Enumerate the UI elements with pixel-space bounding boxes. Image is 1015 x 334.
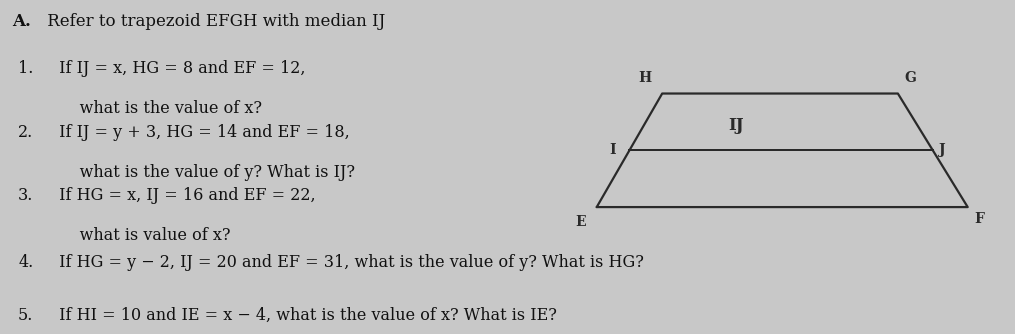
Text: If IJ = y + 3, HG = 14 and EF = 18,: If IJ = y + 3, HG = 14 and EF = 18, (55, 124, 350, 141)
Text: what is the value of y? What is IJ?: what is the value of y? What is IJ? (55, 164, 355, 181)
Text: 1.: 1. (18, 60, 33, 77)
Text: what is the value of x?: what is the value of x? (55, 100, 262, 117)
Text: J: J (939, 143, 946, 157)
Text: 5.: 5. (18, 307, 33, 324)
Text: E: E (576, 215, 586, 229)
Text: I: I (610, 143, 616, 157)
Text: Refer to trapezoid EFGH with median IJ: Refer to trapezoid EFGH with median IJ (43, 13, 386, 30)
Text: F: F (974, 212, 985, 226)
Text: If HG = x, IJ = 16 and EF = 22,: If HG = x, IJ = 16 and EF = 22, (55, 187, 316, 204)
Text: If IJ = x, HG = 8 and EF = 12,: If IJ = x, HG = 8 and EF = 12, (55, 60, 306, 77)
Text: If HG = y − 2, IJ = 20 and EF = 31, what is the value of y? What is HG?: If HG = y − 2, IJ = 20 and EF = 31, what… (55, 254, 645, 271)
Text: 3.: 3. (18, 187, 33, 204)
Text: IJ: IJ (729, 117, 744, 134)
Text: H: H (638, 71, 652, 85)
Text: G: G (904, 71, 917, 85)
Text: 2.: 2. (18, 124, 33, 141)
Text: 4.: 4. (18, 254, 33, 271)
Text: A.: A. (12, 13, 30, 30)
Text: If HI = 10 and IE = x − 4, what is the value of x? What is IE?: If HI = 10 and IE = x − 4, what is the v… (55, 307, 557, 324)
Text: what is value of x?: what is value of x? (55, 227, 230, 244)
